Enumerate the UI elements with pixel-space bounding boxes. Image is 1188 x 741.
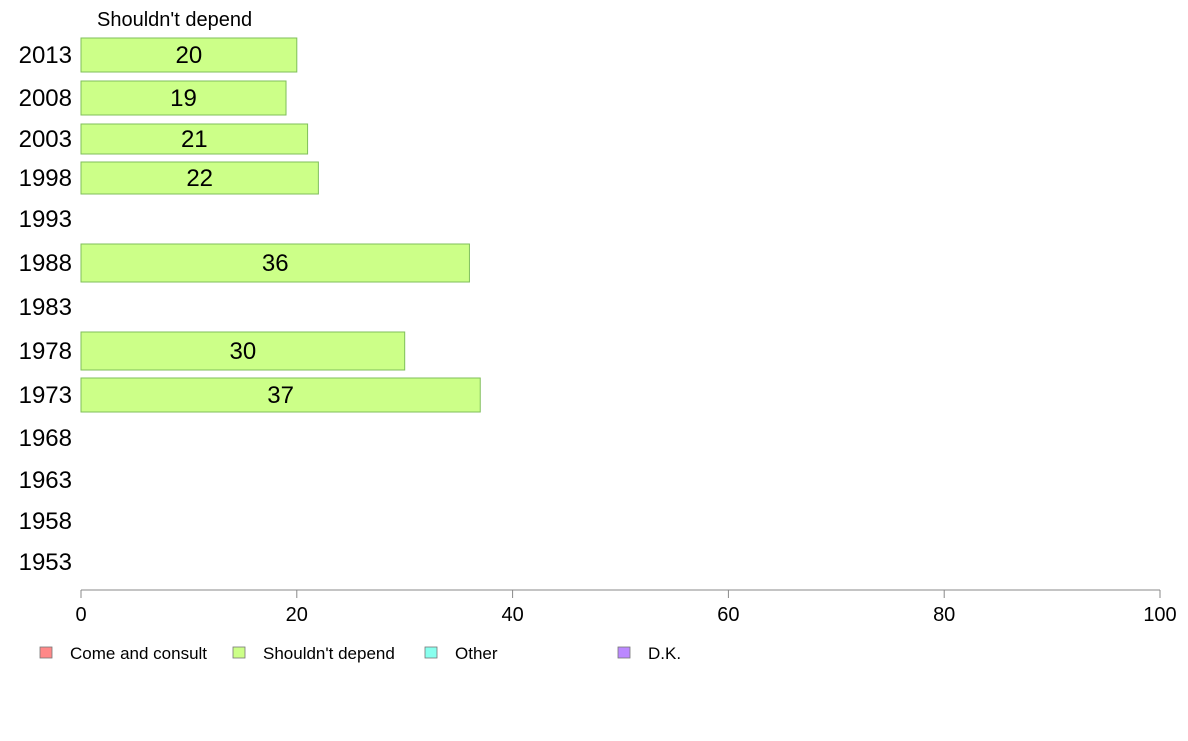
row-1958: 1958 (19, 508, 72, 535)
chart-rows: 2013 20 2008 19 2003 21 1998 22 1993 1988 36 1983 19… (19, 37, 481, 576)
legend-label: D.K. (648, 644, 681, 663)
bar (80, 243, 470, 283)
legend-swatch (424, 646, 438, 659)
data-label: 21 (181, 126, 208, 153)
legend-label: Other (455, 644, 498, 663)
row-2008: 2008 19 (19, 80, 287, 116)
legend: Come and consult Shouldn't depend Other D.K… (39, 644, 681, 663)
x-tick-label: 80 (933, 604, 955, 626)
legend-swatch (617, 646, 631, 659)
chart-title: Shouldn't depend (97, 9, 252, 31)
data-label: 30 (229, 338, 256, 365)
category-label: 1978 (19, 338, 72, 365)
legend-item: Come and consult (39, 644, 207, 663)
legend-label: Come and consult (70, 644, 207, 663)
legend-item: Other (424, 644, 498, 663)
data-label: 19 (170, 85, 197, 112)
category-label: 1983 (19, 294, 72, 321)
data-label: 22 (186, 165, 213, 192)
x-tick-label: 0 (75, 604, 86, 626)
category-label: 1998 (19, 165, 72, 192)
row-1978: 1978 30 (19, 331, 406, 371)
category-label: 1963 (19, 467, 72, 494)
row-1968: 1968 (19, 425, 72, 452)
category-label: 2003 (19, 126, 72, 153)
row-1998: 1998 22 (19, 161, 319, 195)
x-tick-label: 20 (286, 604, 308, 626)
bar (80, 80, 287, 116)
x-tick-label: 100 (1143, 604, 1176, 626)
legend-swatch (39, 646, 53, 659)
bar (80, 377, 481, 413)
row-1983: 1983 (19, 294, 72, 321)
legend-item: D.K. (617, 644, 681, 663)
data-label: 36 (262, 250, 289, 277)
x-tick-label: 40 (501, 604, 523, 626)
row-1988: 1988 36 (19, 243, 470, 283)
bar (80, 331, 406, 371)
category-label: 1993 (19, 206, 72, 233)
row-1993: 1993 (19, 206, 72, 233)
x-axis: 0 20 40 60 80 100 (75, 589, 1177, 626)
data-label: 37 (267, 382, 294, 409)
category-label: 1988 (19, 250, 72, 277)
category-label: 1968 (19, 425, 72, 452)
x-tick-label: 60 (717, 604, 739, 626)
bar (80, 37, 298, 73)
category-label: 1958 (19, 508, 72, 535)
legend-swatch (232, 646, 246, 659)
legend-item: Shouldn't depend (232, 644, 395, 663)
row-1973: 1973 37 (19, 377, 481, 413)
category-label: 2008 (19, 85, 72, 112)
category-label: 1973 (19, 382, 72, 409)
bar (80, 161, 319, 195)
category-label: 1953 (19, 549, 72, 576)
row-1963: 1963 (19, 467, 72, 494)
legend-label: Shouldn't depend (263, 644, 395, 663)
bar (80, 123, 309, 155)
row-2003: 2003 21 (19, 123, 309, 155)
data-label: 20 (176, 42, 203, 69)
row-1953: 1953 (19, 549, 72, 576)
row-2013: 2013 20 (19, 37, 298, 73)
category-label: 2013 (19, 42, 72, 69)
